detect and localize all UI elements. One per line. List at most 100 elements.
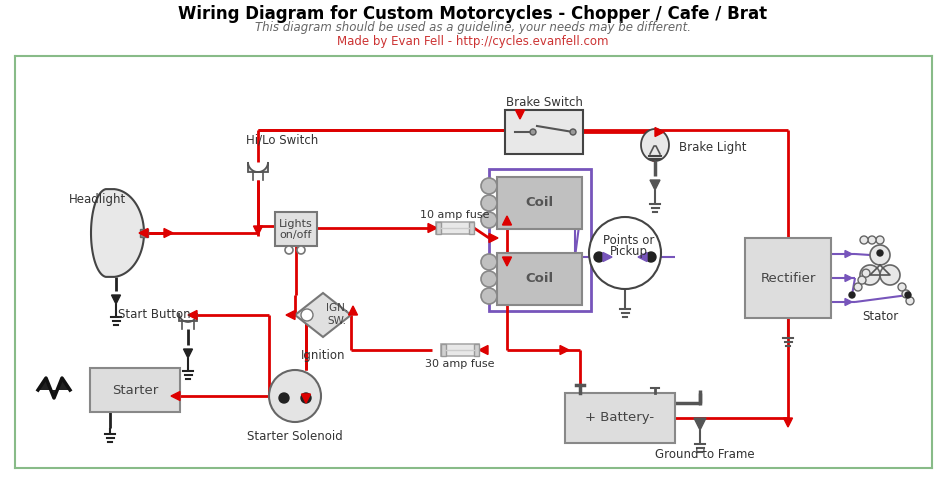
Text: Coil: Coil [526,273,554,286]
Text: Ground to Frame: Ground to Frame [655,448,755,461]
Text: Start Button: Start Button [117,309,190,322]
Text: Points or: Points or [603,233,654,247]
Circle shape [481,212,497,228]
Bar [745,238,831,318]
Circle shape [860,265,880,285]
Polygon shape [286,311,295,320]
Bar [497,177,582,229]
Circle shape [481,254,497,270]
Bar [441,344,479,356]
Bar [469,222,474,234]
Bar [497,253,582,305]
Circle shape [285,246,293,254]
Polygon shape [845,251,852,257]
Bar [474,344,479,356]
Text: Hi/Lo Switch: Hi/Lo Switch [246,133,318,146]
Text: Starter: Starter [112,384,158,396]
Circle shape [905,292,911,298]
Text: Lights: Lights [279,219,313,229]
Circle shape [301,393,311,403]
Text: Ignition: Ignition [301,348,346,361]
Bar [436,222,474,234]
Polygon shape [489,233,498,242]
Circle shape [906,297,914,305]
Polygon shape [348,306,358,315]
Polygon shape [845,275,852,281]
Bar [275,212,317,246]
Circle shape [868,236,876,244]
Polygon shape [650,180,660,190]
Text: 10 amp fuse: 10 amp fuse [420,210,490,220]
Polygon shape [603,252,612,262]
Polygon shape [503,257,511,266]
Text: Headlight: Headlight [68,193,126,206]
Text: Coil: Coil [526,196,554,209]
Polygon shape [638,252,647,262]
Circle shape [849,292,855,298]
Text: 30 amp fuse: 30 amp fuse [425,359,494,369]
Polygon shape [295,293,351,337]
Text: Brake Switch: Brake Switch [506,96,582,109]
Polygon shape [503,216,511,225]
Text: Pickup: Pickup [610,245,648,259]
Polygon shape [91,189,144,277]
Circle shape [870,245,890,265]
Polygon shape [845,299,852,305]
Text: on/off: on/off [279,230,313,240]
Polygon shape [184,349,192,358]
Bar [441,344,446,356]
Polygon shape [179,313,197,322]
Circle shape [898,283,906,291]
Polygon shape [139,228,148,238]
Circle shape [902,290,910,298]
Circle shape [570,129,576,135]
Circle shape [481,271,497,287]
Bar [436,222,441,234]
Circle shape [876,236,884,244]
Polygon shape [248,162,268,172]
Text: Brake Light: Brake Light [679,142,747,155]
Circle shape [862,269,870,277]
Bar [140,229,148,237]
Polygon shape [164,228,173,238]
Polygon shape [783,418,793,427]
Bar [489,169,591,311]
Text: Wiring Diagram for Custom Motorcycles - Chopper / Cafe / Brat: Wiring Diagram for Custom Motorcycles - … [178,5,768,23]
Text: Rectifier: Rectifier [760,272,815,285]
Bar [90,368,180,412]
Bar [565,393,675,443]
Circle shape [279,393,289,403]
Polygon shape [301,394,311,403]
Text: IGN.: IGN. [326,303,348,313]
Bar [505,110,583,154]
Text: This diagram should be used as a guideline, your needs may be different.: This diagram should be used as a guideli… [255,22,691,35]
Circle shape [860,236,868,244]
Circle shape [481,195,497,211]
Polygon shape [428,224,437,232]
Polygon shape [188,311,197,320]
Text: Starter Solenoid: Starter Solenoid [247,430,343,443]
Circle shape [594,252,604,262]
Circle shape [854,283,862,291]
Text: Stator: Stator [862,311,898,324]
Polygon shape [694,418,706,430]
Circle shape [880,265,900,285]
Text: Made by Evan Fell - http://cycles.evanfell.com: Made by Evan Fell - http://cycles.evanfe… [337,36,609,48]
Circle shape [530,129,536,135]
Polygon shape [515,110,525,119]
Polygon shape [112,295,120,304]
Circle shape [297,246,305,254]
Circle shape [481,288,497,304]
Polygon shape [641,129,669,161]
Circle shape [269,370,321,422]
Polygon shape [655,128,664,136]
Circle shape [858,276,866,284]
Text: + Battery-: + Battery- [585,411,654,424]
Polygon shape [560,346,569,355]
Polygon shape [171,392,180,400]
Circle shape [877,250,883,256]
Polygon shape [479,346,488,355]
Circle shape [589,217,661,289]
Polygon shape [254,226,262,235]
Circle shape [646,252,656,262]
